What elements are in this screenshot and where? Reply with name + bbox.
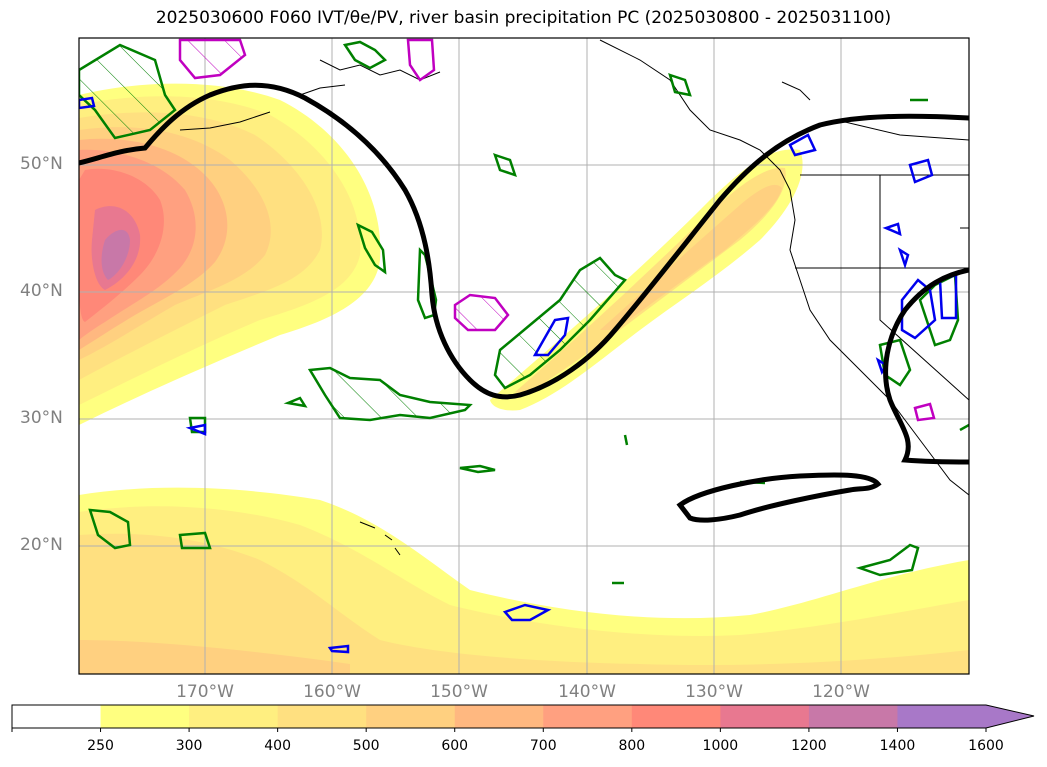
map-frame (78, 37, 970, 675)
lat-label-50n: 50°N (20, 154, 63, 174)
lat-label-40n: 40°N (20, 281, 63, 301)
colorbar-cell (720, 705, 810, 728)
lon-label-140w: 140°W (558, 682, 616, 702)
colorbar-tick-label: 500 (352, 738, 380, 754)
colorbar-tick-label: 1400 (879, 738, 916, 754)
colorbar-cell (277, 705, 367, 728)
map-title: 2025030600 F060 IVT/θe/PV, river basin p… (155, 8, 892, 28)
gridlines (79, 38, 969, 674)
theta-e-contours-magenta (178, 38, 936, 422)
colorbar-tick-label: 1600 (968, 738, 1004, 754)
lon-label-120w: 120°W (812, 682, 870, 702)
colorbar-extend-arrow (986, 705, 1034, 728)
lon-label-160w: 160°W (303, 682, 361, 702)
lat-label-30n: 30°N (20, 408, 63, 428)
lon-label-150w: 150°W (430, 682, 488, 702)
colorbar-cell (100, 705, 190, 728)
jet-contour (79, 82, 969, 523)
colorbar-cell (897, 705, 987, 728)
pv-contours (79, 40, 969, 585)
colorbar-cell (543, 705, 633, 728)
colorbar-cell (631, 705, 721, 728)
ivt-band-subtropical (79, 487, 969, 674)
lon-label-130w: 130°W (685, 682, 743, 702)
colorbar-tick-label: 250 (87, 738, 114, 754)
colorbar-tick-label: 600 (441, 738, 469, 754)
colorbar-cell (189, 705, 279, 728)
colorbar-tick-label: 1200 (791, 738, 827, 754)
colorbar-cell (454, 705, 544, 728)
colorbar-tick-label: 800 (618, 738, 646, 754)
lon-label-170w: 170°W (176, 682, 234, 702)
colorbar-cell (808, 705, 898, 728)
colorbar-tick-label: 1000 (702, 738, 739, 754)
colorbar-tick-label: 700 (529, 738, 557, 754)
colorbar-tick-label: 300 (175, 738, 203, 754)
colorbar-cell (12, 705, 102, 728)
colorbar-cell (366, 705, 456, 728)
coastlines (179, 39, 969, 556)
colorbar-tick-label: 400 (264, 738, 291, 754)
lat-label-20n: 20°N (20, 535, 63, 555)
